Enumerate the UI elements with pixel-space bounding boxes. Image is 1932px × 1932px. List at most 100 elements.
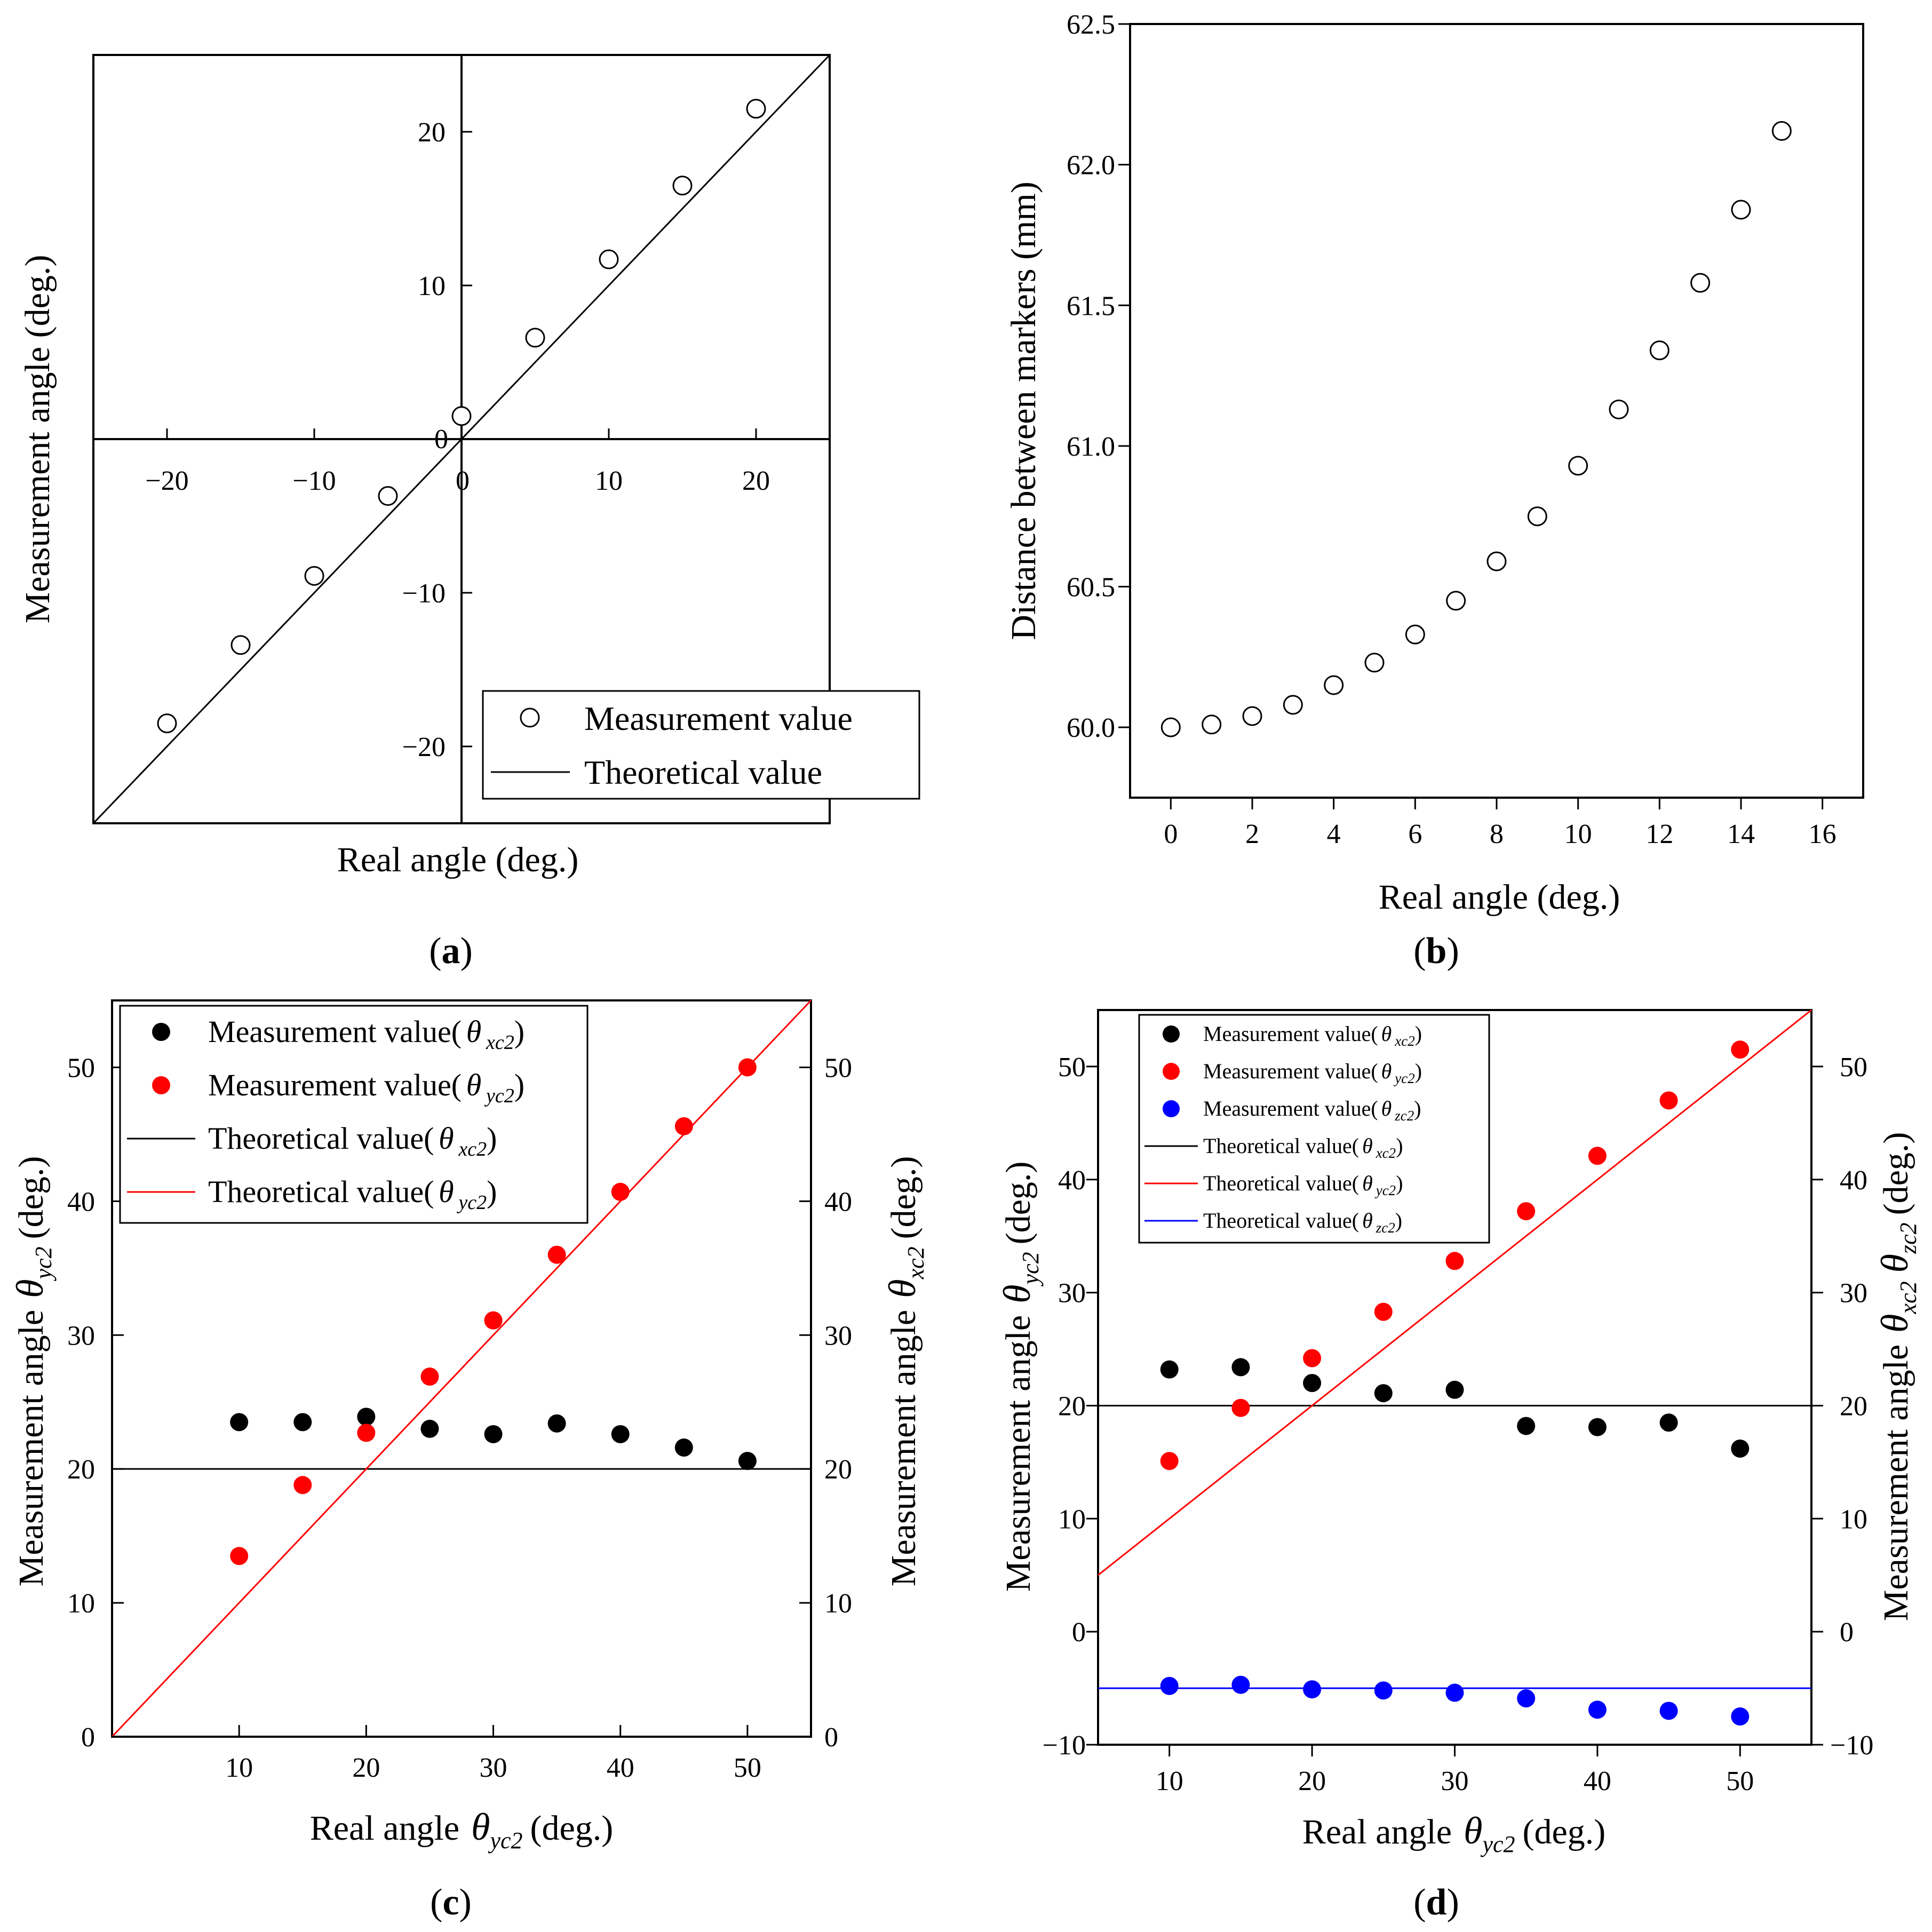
data-point [1303,1349,1322,1367]
panel-label: (b) [1413,931,1459,972]
data-point [1659,1091,1678,1110]
data-point [746,99,766,119]
x-tick-label: −10 [292,466,336,496]
legend-marker-dot [1163,1100,1180,1117]
y2-tick-label: 0 [824,1722,838,1753]
data-point [1445,1380,1464,1399]
legend-marker-dot [152,1023,170,1041]
data-point [1731,1040,1750,1059]
data-point [1517,1202,1536,1221]
data-point [672,176,693,196]
data-point [1242,706,1262,726]
data-point [1231,1675,1250,1694]
y-tick-label: 62.5 [1067,10,1115,40]
data-point [451,406,472,426]
legend-text: Measurement value(θ yc2) [1203,1059,1422,1086]
panel-d: 10 20 30 40 50 −10 0 10 20 30 40 50 −10 0 10 20 30 40 50 M… [996,1009,1921,1923]
plot-frame [1129,23,1864,799]
y-tick-label: −10 [402,578,446,609]
x-tick-label: 0 [1164,819,1178,849]
y2-axis-label: Measurement angleθxc2θzc2(deg.) [1873,1132,1921,1621]
data-point [1690,273,1711,293]
data-point [738,1452,757,1470]
data-point [1405,624,1425,645]
data-point [1160,1360,1179,1379]
y2-tick-label: 0 [1840,1617,1854,1648]
data-point [420,1419,439,1438]
data-point [1374,1302,1393,1321]
data-point [599,249,619,269]
x-tick-label: 10 [1156,1766,1183,1796]
x-tick-label: 50 [1726,1766,1754,1796]
data-point [230,1547,249,1565]
y-tick-label: 50 [1058,1052,1086,1083]
data-point [1659,1413,1678,1432]
x-tick-label: 20 [742,466,770,496]
data-point [525,328,545,348]
legend: Measurement value(θ xc2) Measurement value… [1138,1014,1490,1244]
y-axis-label: Measurement angleθyc2(deg.) [996,1162,1044,1592]
y-tick-label: 10 [1058,1504,1086,1535]
x-tick-label: 20 [352,1753,380,1783]
legend-marker-dot [152,1076,170,1094]
legend-text-theoretical: Theoretical value [584,753,822,791]
x-tick-label: 40 [607,1753,634,1783]
legend-text: Theoretical value(θ xc2) [1203,1134,1403,1161]
y2-tick-label: 50 [1840,1052,1867,1083]
x-tick-label: 0 [456,466,470,496]
y2-tick-label: 20 [1840,1391,1867,1421]
legend-marker-dot [1163,1063,1180,1080]
x-axis-label: Real angle θyc2 (deg.) [1302,1809,1606,1857]
data-point [293,1413,312,1432]
data-point [1527,506,1547,527]
data-point [1364,653,1385,673]
y-tick-label: 40 [67,1187,95,1217]
data-point [157,713,177,734]
data-point [547,1245,566,1264]
y-tick-label: 0 [1072,1617,1086,1648]
legend-marker-dot [1163,1025,1180,1043]
data-point [1517,1689,1536,1708]
legend-text: Theoretical value(θ xc2) [208,1121,497,1160]
x-axis-label: Real angle θyc2 (deg.) [310,1806,614,1854]
plot-frame [111,999,812,1738]
y-tick-label: 62.0 [1067,150,1115,181]
data-point [611,1182,630,1201]
y2-tick-label: 20 [824,1454,852,1485]
x-tick-label: 50 [734,1753,761,1783]
legend-text-measurement: Measurement value [584,699,853,737]
legend-marker-open-circle [520,707,540,728]
y-tick-label: 60.5 [1067,573,1115,603]
data-point [1374,1384,1393,1403]
data-point [1231,1358,1250,1377]
data-point [1160,1452,1179,1470]
y-tick-label: 30 [67,1321,95,1351]
data-point [1731,200,1751,220]
legend-text: Measurement value(θ xc2) [208,1014,524,1054]
legend-text: Measurement value(θ xc2) [1203,1022,1422,1049]
data-point [420,1367,439,1386]
data-point [1231,1398,1250,1417]
y-tick-label: 50 [67,1053,95,1083]
data-point [1374,1681,1393,1700]
x-tick-label: 4 [1327,819,1341,849]
legend-text: Theoretical value(θ yc2) [1203,1171,1403,1198]
y2-tick-label: −10 [1830,1730,1873,1761]
y2-tick-label: 50 [824,1053,852,1083]
data-point [357,1424,376,1442]
data-point [1771,121,1792,141]
data-point [230,1413,249,1432]
y-tick-label: −20 [402,732,446,762]
x-tick-label: 10 [225,1753,253,1783]
y-axis-label: Measurement angle (deg.) [18,255,57,624]
x-tick-label: 20 [1298,1766,1326,1796]
data-point [1568,456,1588,476]
data-point [1649,340,1669,361]
data-point [1731,1439,1750,1458]
y-tick-label: −10 [1043,1730,1086,1761]
panel-b: 0 2 4 6 8 10 12 14 16 60.0 60.5 61.0 61.5 62.0 62.5 Re… [1004,10,1864,972]
data-point [1517,1417,1536,1435]
x-axis-label: Real angle (deg.) [1379,878,1620,917]
y-axis-label: Measurement angleθyc2(deg.) [9,1156,57,1587]
legend-text: Theoretical value(θ yc2) [208,1174,497,1214]
